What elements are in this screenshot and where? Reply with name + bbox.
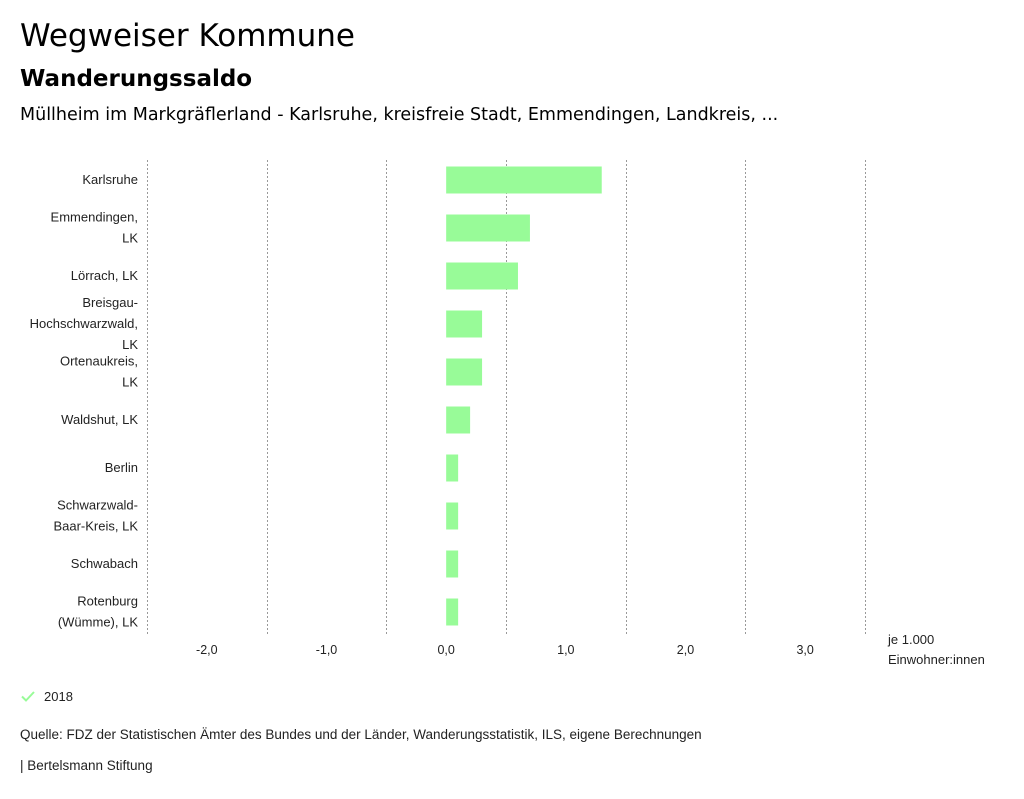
legend-label-2018: 2018 <box>44 688 73 704</box>
brand-note: | Bertelsmann Stiftung <box>20 758 153 773</box>
x-tick-label-3: 1,0 <box>557 643 574 657</box>
source-note: Quelle: FDZ der Statistischen Ämter des … <box>20 727 702 742</box>
category-label-0: Karlsruhe <box>82 172 138 187</box>
legend[interactable]: 2018 <box>20 688 73 704</box>
category-label-3: Breisgau- Hochschwarzwald, LK <box>30 295 139 352</box>
bar-2 <box>446 262 518 290</box>
category-label-8-line-0: Schwabach <box>71 556 138 571</box>
bar-3 <box>446 310 483 338</box>
bar-1 <box>446 214 530 242</box>
x-axis-unit-line-1: je 1.000 <box>888 632 935 647</box>
bar-5 <box>446 406 471 434</box>
category-label-1-line-1: LK <box>122 231 138 246</box>
category-label-7-line-1: Baar-Kreis, LK <box>53 519 138 534</box>
bar-4 <box>446 358 483 386</box>
category-label-9: Rotenburg (Wümme), LK <box>58 594 139 630</box>
page-title: Wegweiser Kommune <box>20 18 355 54</box>
category-label-4-line-1: LK <box>122 375 138 390</box>
bar-7 <box>446 502 459 530</box>
category-label-7-line-0: Schwarzwald- <box>57 498 138 513</box>
category-label-3-line-1: Hochschwarzwald, <box>30 316 138 331</box>
x-tick-label-0: -2,0 <box>196 643 218 657</box>
category-label-3-line-0: Breisgau- <box>82 295 138 310</box>
selected-places: Müllheim im Markgräflerland - Karlsruhe,… <box>20 105 779 125</box>
category-label-1: Emmendingen, LK <box>51 210 139 246</box>
bar-8 <box>446 550 459 578</box>
category-label-9-line-0: Rotenburg <box>77 594 138 609</box>
chart-subtitle: Wanderungssaldo <box>20 66 253 92</box>
x-tick-label-1: -1,0 <box>316 643 338 657</box>
category-label-6: Berlin <box>105 460 138 475</box>
category-label-8: Schwabach <box>71 556 138 571</box>
bar-chart: Karlsruhe Emmendingen, LK Lörrach, LK Breisg… <box>30 160 866 657</box>
x-tick-label-5: 3,0 <box>796 643 813 657</box>
category-label-2-line-0: Lörrach, LK <box>71 268 139 283</box>
category-label-9-line-1: (Wümme), LK <box>58 615 139 630</box>
category-label-4: Ortenaukreis, LK <box>60 354 138 390</box>
category-label-6-line-0: Berlin <box>105 460 138 475</box>
bar-6 <box>446 454 459 482</box>
category-label-3-line-2: LK <box>122 337 138 352</box>
x-axis-unit-line-2: Einwohner:innen <box>888 652 985 667</box>
x-tick-label-4: 2,0 <box>677 643 694 657</box>
bar-0 <box>446 166 602 194</box>
category-label-5-line-0: Waldshut, LK <box>61 412 138 427</box>
category-label-5: Waldshut, LK <box>61 412 138 427</box>
category-label-0-line-0: Karlsruhe <box>82 172 138 187</box>
category-label-7: Schwarzwald- Baar-Kreis, LK <box>53 498 138 534</box>
check-icon <box>20 688 36 704</box>
bar-9 <box>446 598 459 626</box>
category-label-4-line-0: Ortenaukreis, <box>60 354 138 369</box>
x-axis-unit-label: je 1.000 Einwohner:innen <box>888 630 985 670</box>
category-label-1-line-0: Emmendingen, <box>51 210 138 225</box>
x-tick-label-2: 0,0 <box>437 643 454 657</box>
category-label-2: Lörrach, LK <box>71 268 139 283</box>
